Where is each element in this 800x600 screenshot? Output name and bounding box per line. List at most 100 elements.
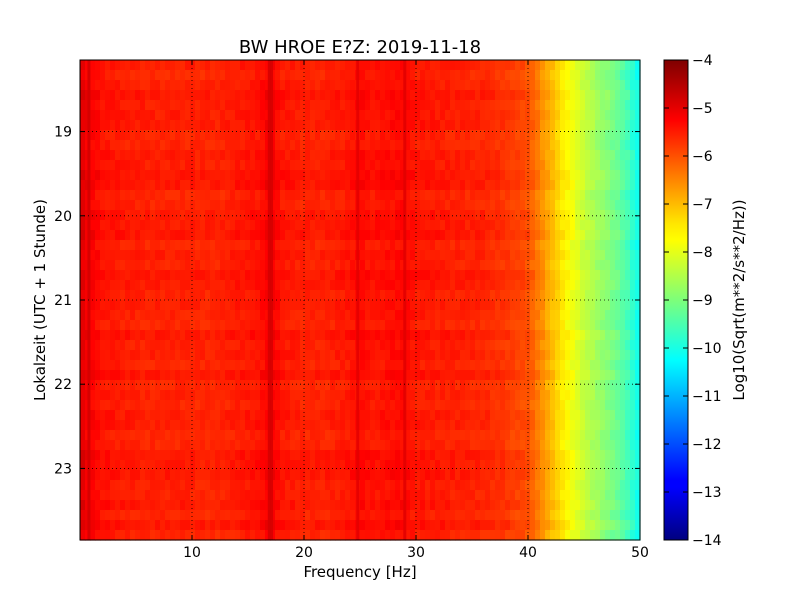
heatmap-cell bbox=[205, 100, 211, 111]
heatmap-cell bbox=[605, 370, 611, 381]
heatmap-cell bbox=[515, 240, 521, 251]
heatmap-cell bbox=[330, 310, 336, 321]
heatmap-cell bbox=[525, 330, 531, 341]
heatmap-cell bbox=[400, 320, 406, 331]
heatmap-cell bbox=[315, 110, 321, 121]
heatmap-cell bbox=[490, 170, 496, 181]
heatmap-cell bbox=[90, 210, 96, 221]
heatmap-cell bbox=[475, 460, 481, 471]
heatmap-cell bbox=[575, 410, 581, 421]
heatmap-cell bbox=[120, 500, 126, 511]
heatmap-cell bbox=[440, 140, 446, 151]
heatmap-cell bbox=[400, 120, 406, 131]
heatmap-cell bbox=[280, 210, 286, 221]
heatmap-cell bbox=[540, 420, 546, 431]
heatmap-cell bbox=[510, 390, 516, 401]
heatmap-cell bbox=[315, 450, 321, 461]
heatmap-cell bbox=[345, 210, 351, 221]
heatmap-cell bbox=[560, 370, 566, 381]
heatmap-cell bbox=[550, 460, 556, 471]
heatmap-cell bbox=[500, 170, 506, 181]
heatmap-cell bbox=[610, 370, 616, 381]
heatmap-cell bbox=[360, 80, 366, 91]
heatmap-cell bbox=[380, 210, 386, 221]
heatmap-cell bbox=[435, 180, 441, 191]
heatmap-cell bbox=[500, 350, 506, 361]
heatmap-cell bbox=[585, 470, 591, 481]
heatmap-cell bbox=[305, 380, 311, 391]
heatmap-cell bbox=[570, 210, 576, 221]
heatmap-cell bbox=[615, 110, 621, 121]
heatmap-cell bbox=[510, 110, 516, 121]
heatmap-cell bbox=[260, 240, 266, 251]
heatmap-cell bbox=[590, 90, 596, 101]
heatmap-cell bbox=[500, 120, 506, 131]
heatmap-cell bbox=[560, 90, 566, 101]
heatmap-cell bbox=[440, 280, 446, 291]
heatmap-cell bbox=[250, 420, 256, 431]
heatmap-cell bbox=[525, 90, 531, 101]
heatmap-cell bbox=[365, 360, 371, 371]
heatmap-cell bbox=[100, 320, 106, 331]
heatmap-cell bbox=[495, 120, 501, 131]
heatmap-cell bbox=[570, 70, 576, 81]
heatmap-cell bbox=[630, 330, 636, 341]
heatmap-cell bbox=[520, 60, 526, 71]
heatmap-cell bbox=[205, 210, 211, 221]
heatmap-cell bbox=[140, 360, 146, 371]
heatmap-cell bbox=[435, 230, 441, 241]
heatmap-cell bbox=[295, 400, 301, 411]
heatmap-cell bbox=[610, 220, 616, 231]
heatmap-cell bbox=[125, 410, 131, 421]
heatmap-cell bbox=[220, 440, 226, 451]
heatmap-cell bbox=[350, 110, 356, 121]
heatmap-cell bbox=[140, 70, 146, 81]
heatmap-cell bbox=[425, 400, 431, 411]
heatmap-cell bbox=[365, 330, 371, 341]
heatmap-cell bbox=[185, 330, 191, 341]
heatmap-cell bbox=[105, 150, 111, 161]
heatmap-cell bbox=[595, 280, 601, 291]
heatmap-cell bbox=[180, 330, 186, 341]
heatmap-cell bbox=[535, 210, 541, 221]
heatmap-cell bbox=[250, 130, 256, 141]
heatmap-cell bbox=[545, 190, 551, 201]
heatmap-cell bbox=[260, 90, 266, 101]
heatmap-cell bbox=[345, 450, 351, 461]
heatmap-cell bbox=[280, 180, 286, 191]
heatmap-cell bbox=[230, 370, 236, 381]
heatmap-cell bbox=[175, 500, 181, 511]
heatmap-cell bbox=[235, 460, 241, 471]
heatmap-cell bbox=[520, 210, 526, 221]
heatmap-cell bbox=[520, 170, 526, 181]
heatmap-cell bbox=[575, 450, 581, 461]
heatmap-cell bbox=[315, 160, 321, 171]
heatmap-cell bbox=[330, 190, 336, 201]
heatmap-cell bbox=[535, 310, 541, 321]
heatmap-cell bbox=[105, 380, 111, 391]
heatmap-cell bbox=[635, 170, 641, 181]
heatmap-cell bbox=[280, 290, 286, 301]
heatmap-cell bbox=[485, 110, 491, 121]
heatmap-cell bbox=[420, 210, 426, 221]
heatmap-cell bbox=[480, 370, 486, 381]
heatmap-cell bbox=[475, 370, 481, 381]
heatmap-cell bbox=[180, 300, 186, 311]
heatmap-cell bbox=[195, 110, 201, 121]
heatmap-cell bbox=[335, 240, 341, 251]
heatmap-cell bbox=[145, 170, 151, 181]
heatmap-cell bbox=[610, 300, 616, 311]
heatmap-cell bbox=[345, 110, 351, 121]
heatmap-cell bbox=[530, 60, 536, 71]
heatmap-cell bbox=[235, 130, 241, 141]
heatmap-cell bbox=[260, 370, 266, 381]
heatmap-cell bbox=[235, 200, 241, 211]
heatmap-cell bbox=[380, 470, 386, 481]
heatmap-cell bbox=[495, 140, 501, 151]
heatmap-cell bbox=[370, 200, 376, 211]
heatmap-cell bbox=[435, 90, 441, 101]
heatmap-cell bbox=[155, 350, 161, 361]
heatmap-cell bbox=[505, 160, 511, 171]
heatmap-cell bbox=[480, 120, 486, 131]
heatmap-cell bbox=[460, 80, 466, 91]
